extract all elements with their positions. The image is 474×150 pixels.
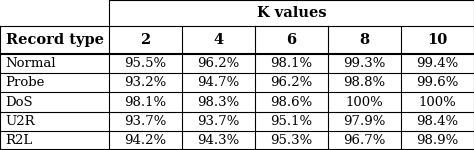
Text: 10: 10	[428, 33, 447, 47]
Text: U2R: U2R	[6, 115, 35, 128]
Text: 96.2%: 96.2%	[197, 57, 240, 70]
Text: 93.7%: 93.7%	[124, 115, 167, 128]
Text: 4: 4	[213, 33, 224, 47]
Text: 94.3%: 94.3%	[197, 134, 240, 147]
Text: 94.7%: 94.7%	[197, 76, 240, 89]
Text: 97.9%: 97.9%	[343, 115, 386, 128]
Text: 2: 2	[140, 33, 151, 47]
Text: 99.6%: 99.6%	[416, 76, 459, 89]
Text: 98.6%: 98.6%	[270, 96, 313, 108]
Text: 95.5%: 95.5%	[125, 57, 166, 70]
Text: R2L: R2L	[6, 134, 33, 147]
Text: 99.4%: 99.4%	[416, 57, 459, 70]
Text: Record type: Record type	[6, 33, 103, 47]
Text: 95.1%: 95.1%	[271, 115, 312, 128]
Text: 98.1%: 98.1%	[125, 96, 166, 108]
Text: 98.8%: 98.8%	[344, 76, 385, 89]
Text: Probe: Probe	[6, 76, 45, 89]
Text: K values: K values	[257, 6, 326, 20]
Text: DoS: DoS	[6, 96, 33, 108]
Text: 95.3%: 95.3%	[270, 134, 313, 147]
Text: 8: 8	[359, 33, 370, 47]
Text: 6: 6	[286, 33, 297, 47]
Text: 100%: 100%	[346, 96, 383, 108]
Text: 96.7%: 96.7%	[343, 134, 386, 147]
Text: 98.9%: 98.9%	[416, 134, 459, 147]
Text: Normal: Normal	[6, 57, 56, 70]
Text: 98.1%: 98.1%	[271, 57, 312, 70]
Text: 99.3%: 99.3%	[343, 57, 386, 70]
Text: 98.3%: 98.3%	[197, 96, 240, 108]
Text: 93.7%: 93.7%	[197, 115, 240, 128]
Text: 93.2%: 93.2%	[124, 76, 167, 89]
Text: 94.2%: 94.2%	[125, 134, 166, 147]
Text: 98.4%: 98.4%	[417, 115, 458, 128]
Text: 100%: 100%	[419, 96, 456, 108]
Text: 96.2%: 96.2%	[270, 76, 313, 89]
